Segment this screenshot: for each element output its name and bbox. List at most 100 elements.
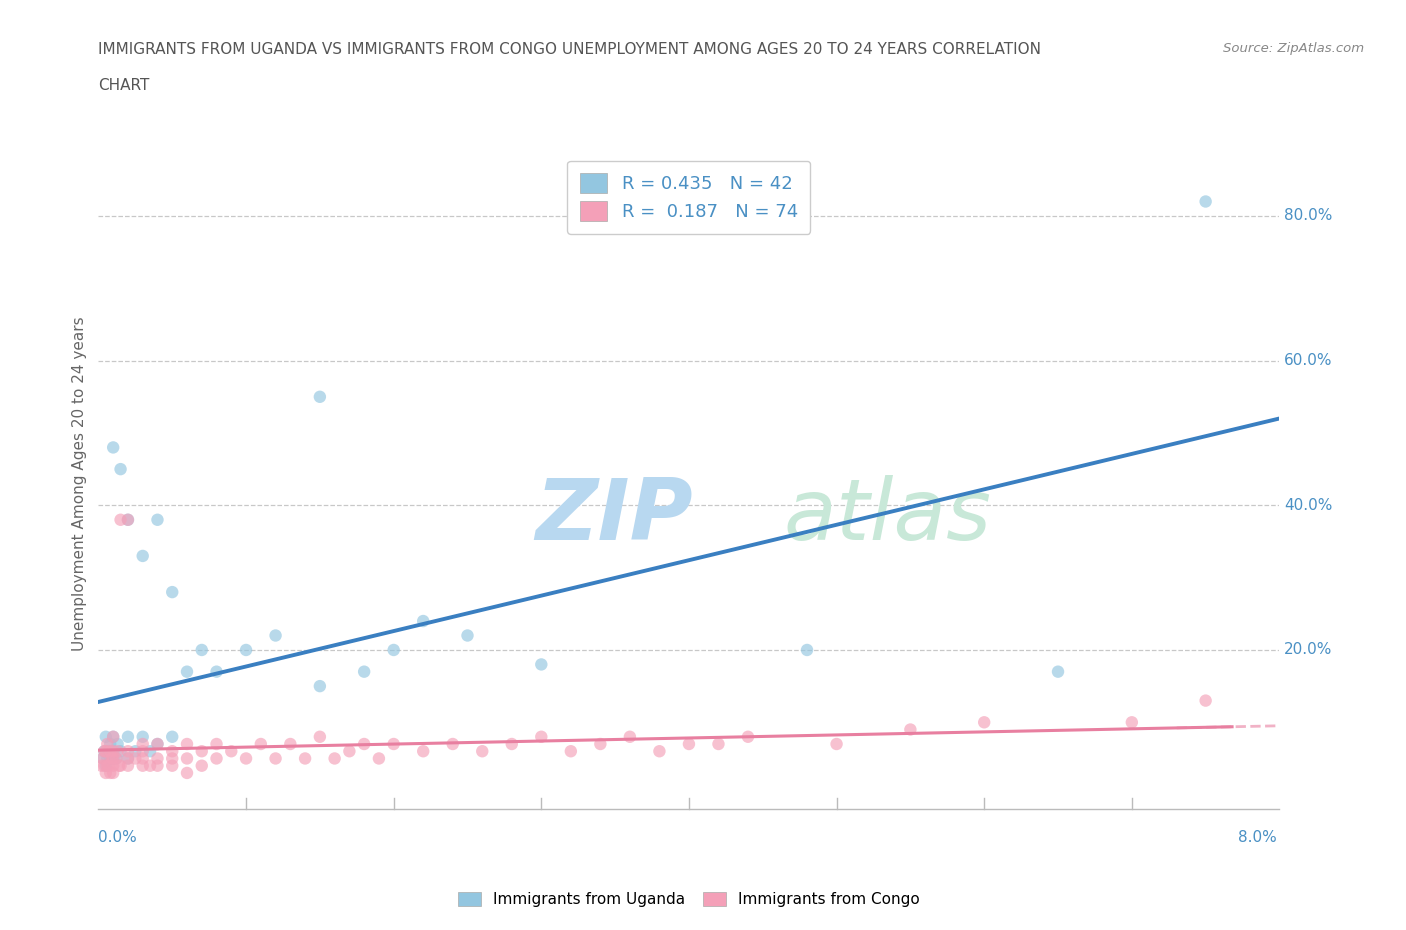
Point (146, 758, 169, 773)
Point (132, 744, 155, 759)
Point (471, 744, 494, 759)
Point (103, 744, 124, 759)
Point (94, 729, 117, 744)
Point (323, 751, 346, 766)
Point (97, 758, 120, 773)
Point (105, 751, 128, 766)
Point (162, 758, 183, 773)
Point (441, 737, 464, 751)
Point (90, 758, 112, 773)
Point (98, 765, 121, 780)
Text: atlas: atlas (783, 474, 991, 558)
Point (146, 737, 169, 751)
Point (205, 737, 228, 751)
Point (308, 679, 332, 694)
Point (191, 643, 214, 658)
Point (1046, 664, 1069, 679)
Point (117, 758, 139, 773)
Point (103, 751, 124, 766)
Point (337, 744, 360, 759)
Point (191, 744, 214, 759)
Point (132, 549, 155, 564)
Point (96, 751, 118, 766)
Point (103, 744, 124, 759)
Text: Source: ZipAtlas.com: Source: ZipAtlas.com (1223, 42, 1364, 55)
Point (94, 758, 117, 773)
Point (91, 751, 114, 766)
Point (96, 737, 118, 751)
Point (94, 765, 117, 780)
Point (278, 737, 301, 751)
Legend: Immigrants from Uganda, Immigrants from Congo: Immigrants from Uganda, Immigrants from … (451, 885, 927, 913)
Point (110, 758, 132, 773)
Point (353, 737, 375, 751)
Legend: R = 0.435   N = 42, R =  0.187   N = 74: R = 0.435 N = 42, R = 0.187 N = 74 (568, 161, 810, 233)
Point (96, 758, 118, 773)
Point (93, 744, 115, 759)
Point (132, 737, 155, 751)
Point (132, 729, 155, 744)
Point (103, 440, 124, 455)
Point (124, 751, 146, 766)
Point (176, 664, 198, 679)
Point (205, 664, 228, 679)
Point (589, 737, 612, 751)
Text: 80.0%: 80.0% (1284, 208, 1333, 223)
Point (412, 744, 434, 759)
Text: 60.0%: 60.0% (1284, 353, 1333, 368)
Point (825, 737, 848, 751)
Point (707, 737, 730, 751)
Point (1194, 194, 1216, 209)
Point (93, 744, 115, 759)
Point (110, 461, 132, 476)
Point (117, 744, 139, 759)
Text: 20.0%: 20.0% (1284, 643, 1333, 658)
Point (796, 643, 818, 658)
Point (1121, 715, 1143, 730)
Point (678, 737, 700, 751)
Point (619, 729, 641, 744)
Point (107, 744, 129, 759)
Text: IMMIGRANTS FROM UGANDA VS IMMIGRANTS FROM CONGO UNEMPLOYMENT AMONG AGES 20 TO 24: IMMIGRANTS FROM UGANDA VS IMMIGRANTS FRO… (98, 42, 1042, 57)
Point (382, 737, 405, 751)
Point (308, 390, 332, 405)
Point (191, 758, 214, 773)
Point (648, 744, 671, 759)
Text: ZIP: ZIP (536, 474, 693, 558)
Point (117, 751, 139, 766)
Point (264, 628, 287, 643)
Point (456, 628, 478, 643)
Point (162, 744, 183, 759)
Point (737, 729, 759, 744)
Point (412, 614, 434, 629)
Point (93, 758, 115, 773)
Point (98, 751, 121, 766)
Text: CHART: CHART (98, 78, 150, 93)
Point (103, 758, 124, 773)
Point (117, 729, 139, 744)
Text: 0.0%: 0.0% (98, 830, 138, 844)
Point (91, 751, 114, 766)
Point (235, 751, 257, 766)
Point (235, 643, 257, 658)
Point (100, 751, 122, 766)
Point (146, 737, 169, 751)
Point (139, 758, 162, 773)
Point (132, 751, 155, 766)
Point (530, 729, 553, 744)
Point (176, 751, 198, 766)
Point (107, 737, 129, 751)
Point (162, 585, 183, 600)
Text: 40.0%: 40.0% (1284, 498, 1333, 512)
Point (264, 751, 287, 766)
Point (294, 751, 316, 766)
Point (973, 715, 995, 730)
Point (176, 737, 198, 751)
Point (132, 758, 155, 773)
Point (117, 751, 139, 766)
Point (105, 751, 128, 766)
Point (110, 744, 132, 759)
Point (353, 664, 375, 679)
Point (98, 744, 121, 759)
Point (219, 744, 242, 759)
